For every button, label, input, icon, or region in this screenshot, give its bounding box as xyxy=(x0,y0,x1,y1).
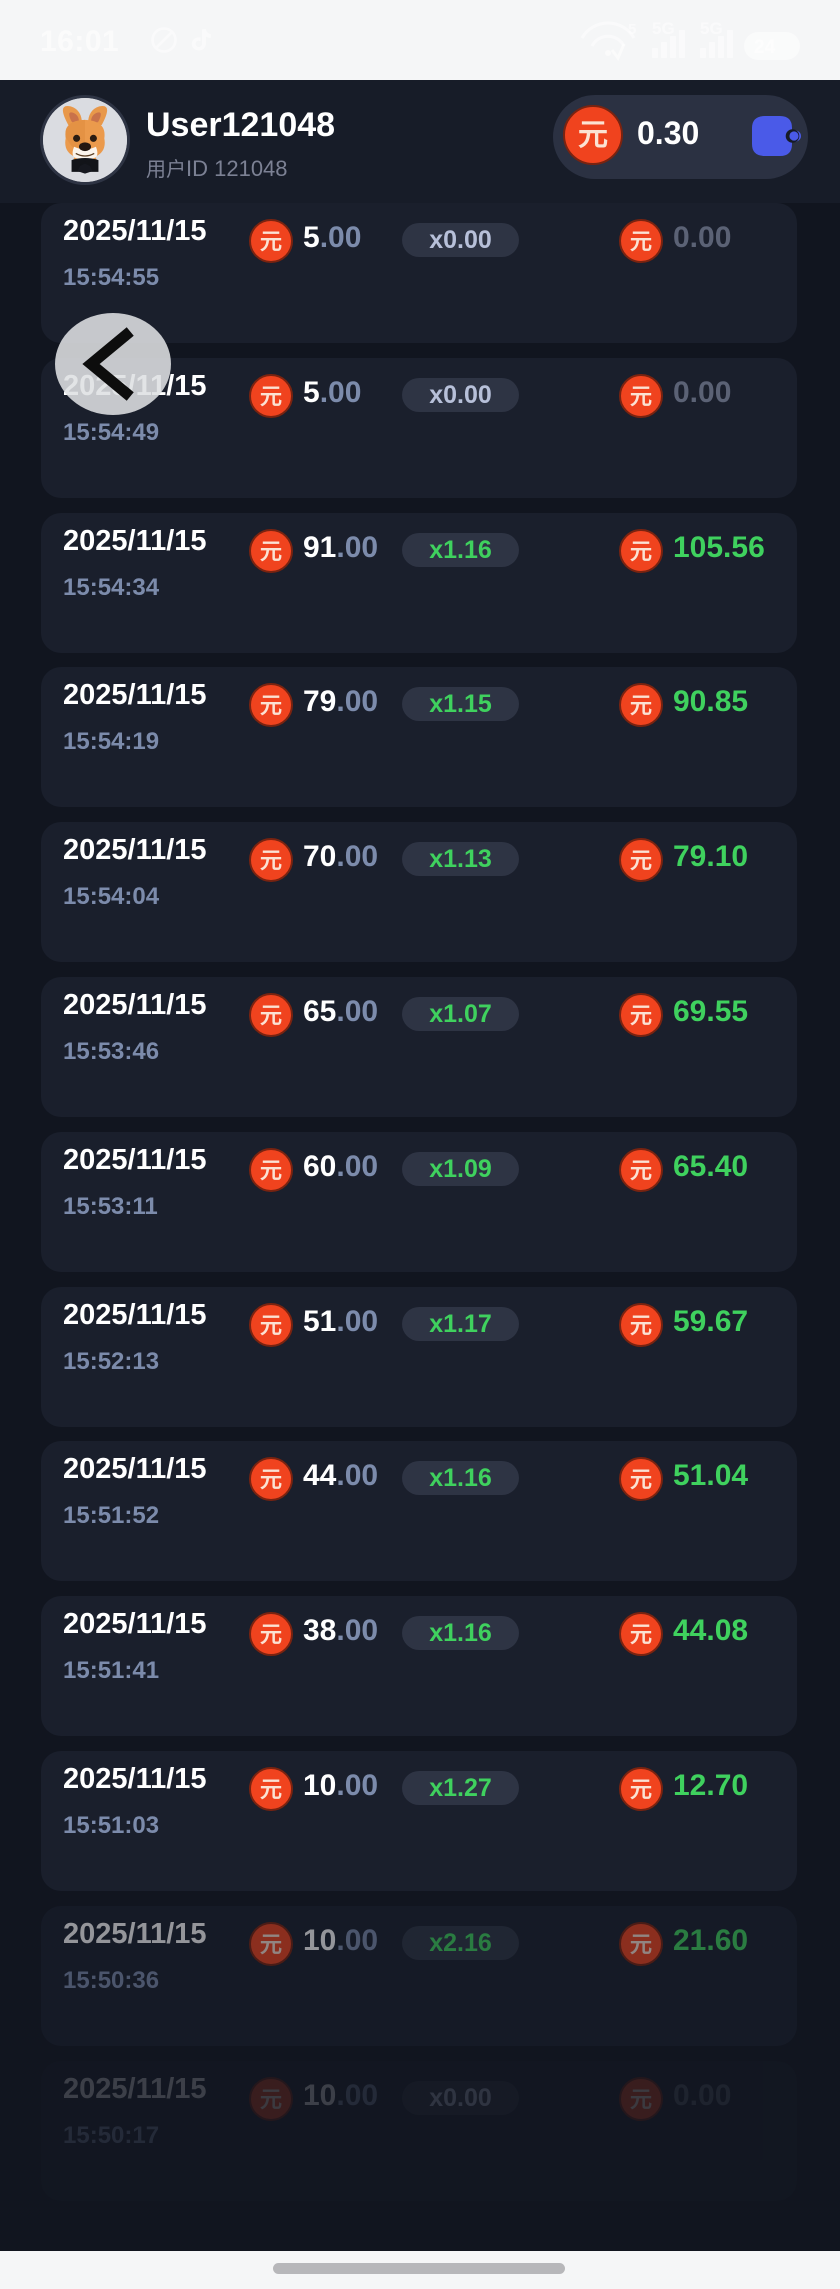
svg-text:5G: 5G xyxy=(652,19,675,38)
svg-text:5G: 5G xyxy=(700,19,723,38)
svg-text:5: 5 xyxy=(628,21,636,38)
svg-text:24: 24 xyxy=(754,37,776,58)
